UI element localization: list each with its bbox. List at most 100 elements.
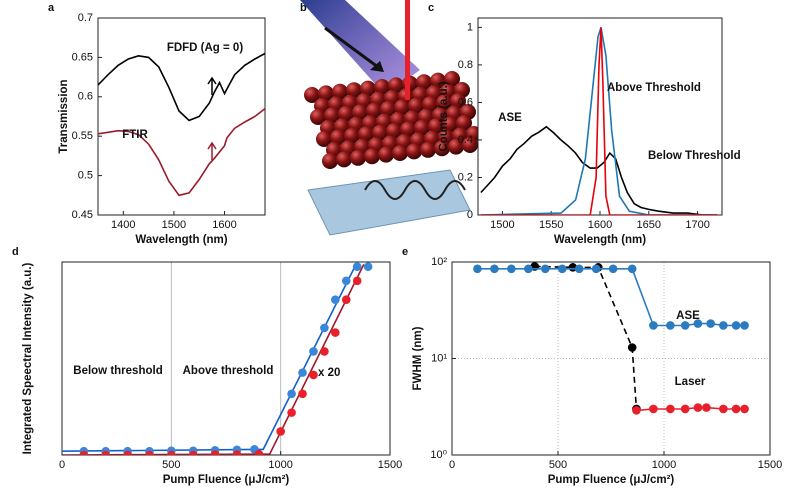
sphere bbox=[378, 146, 394, 163]
series-label: FTIR bbox=[122, 129, 148, 141]
y-tick-label: 0 bbox=[467, 209, 473, 221]
panel-label: c bbox=[428, 2, 434, 14]
sphere bbox=[388, 77, 404, 94]
plot-frame bbox=[477, 17, 723, 216]
y-tick-label: 0.6 bbox=[78, 91, 93, 103]
series-group bbox=[98, 52, 265, 197]
sphere bbox=[350, 149, 366, 166]
data-point bbox=[232, 450, 242, 455]
panel-label: a bbox=[48, 2, 55, 14]
plot-area bbox=[98, 18, 265, 215]
plot-frame bbox=[97, 17, 266, 216]
data-point bbox=[298, 389, 307, 399]
sphere bbox=[434, 140, 450, 157]
data-point bbox=[320, 347, 329, 356]
data-point bbox=[719, 404, 728, 414]
y-tick-label: 0.45 bbox=[72, 209, 93, 221]
x-tick-label: 1500 bbox=[378, 459, 402, 471]
sphere bbox=[414, 119, 430, 136]
x-tick-label: 1500 bbox=[758, 459, 782, 471]
data-point bbox=[363, 262, 373, 272]
data-point bbox=[341, 295, 351, 304]
sphere bbox=[310, 109, 326, 125]
panel-label: d bbox=[12, 246, 19, 258]
arrow-head bbox=[207, 76, 217, 85]
data-point bbox=[627, 343, 637, 352]
sphere bbox=[436, 94, 452, 111]
arrow bbox=[324, 26, 383, 72]
data-point bbox=[331, 328, 340, 337]
y-axis-label: Counts (a.u.) bbox=[438, 81, 450, 151]
sphere bbox=[336, 151, 352, 168]
x-tick-label: 1000 bbox=[268, 459, 292, 471]
data-point bbox=[740, 321, 749, 330]
data-point bbox=[740, 404, 749, 414]
y-tick-label: 0.6 bbox=[458, 96, 473, 108]
y-tick-label: 0.2 bbox=[458, 171, 473, 183]
x-tick-label: 1650 bbox=[637, 219, 661, 231]
series-line bbox=[98, 107, 265, 197]
y-axis-label: Transmission bbox=[58, 79, 70, 153]
y-tick-label: 0.8 bbox=[458, 59, 473, 71]
panel-label: b bbox=[300, 2, 307, 14]
grating bbox=[307, 169, 471, 236]
y-axis-label: FWHM (nm) bbox=[412, 326, 424, 390]
series-line bbox=[480, 27, 718, 215]
sphere bbox=[394, 99, 410, 116]
data-point bbox=[298, 368, 307, 377]
data-point bbox=[79, 450, 89, 455]
series-group bbox=[62, 262, 373, 455]
x-tick-label: 1500 bbox=[162, 219, 186, 231]
sphere bbox=[364, 148, 380, 165]
arrow-head bbox=[207, 141, 217, 150]
laser-beam bbox=[405, 0, 410, 100]
x-tick-label: 1550 bbox=[539, 219, 563, 231]
data-point bbox=[693, 319, 703, 328]
annotation: Above threshold bbox=[183, 365, 274, 377]
data-point bbox=[591, 264, 601, 274]
sphere bbox=[430, 72, 446, 89]
series-line bbox=[98, 52, 265, 122]
sphere bbox=[360, 80, 376, 97]
sphere bbox=[352, 104, 368, 121]
series-label: Below Threshold bbox=[648, 150, 741, 162]
x-tick-label: 500 bbox=[162, 459, 180, 471]
sphere bbox=[428, 118, 444, 135]
x-tick-label: 0 bbox=[59, 459, 65, 471]
data-point bbox=[287, 389, 296, 399]
sphere bbox=[318, 85, 334, 102]
y-axis-label: Integrated Speectral Intensity (a.u.) bbox=[22, 262, 34, 454]
illustration: b bbox=[300, 0, 482, 236]
sphere bbox=[444, 71, 460, 87]
data-point bbox=[341, 276, 351, 286]
sphere bbox=[422, 96, 438, 113]
sphere bbox=[442, 116, 458, 133]
x-tick-label: 1400 bbox=[111, 219, 135, 231]
nanocrystals bbox=[304, 71, 482, 169]
y-tick-label: 0.5 bbox=[78, 170, 93, 182]
series-group bbox=[480, 27, 718, 215]
sphere bbox=[380, 101, 396, 117]
data-point bbox=[524, 264, 533, 274]
x-axis-label: Pump Fluence (μJ/cm²) bbox=[548, 474, 675, 486]
x-tick-label: 1500 bbox=[490, 219, 514, 231]
sphere bbox=[386, 123, 402, 139]
data-point bbox=[666, 321, 675, 330]
data-point bbox=[490, 264, 499, 274]
y-tick-label: 0.4 bbox=[458, 134, 473, 146]
data-point bbox=[352, 262, 362, 272]
data-point bbox=[540, 264, 550, 274]
sphere bbox=[322, 153, 338, 169]
sphere bbox=[338, 105, 354, 122]
series-line bbox=[480, 125, 718, 215]
mode-wave bbox=[364, 180, 466, 200]
data-point bbox=[123, 450, 132, 455]
charts: 1400 1500 16000.450.50.550.60.650.7Wavelen… bbox=[12, 2, 782, 486]
data-point bbox=[254, 449, 264, 455]
sphere bbox=[324, 107, 340, 124]
data-point bbox=[352, 276, 362, 286]
data-point bbox=[557, 264, 567, 274]
series-label: Above Threshold bbox=[607, 82, 701, 94]
sphere bbox=[448, 138, 464, 155]
